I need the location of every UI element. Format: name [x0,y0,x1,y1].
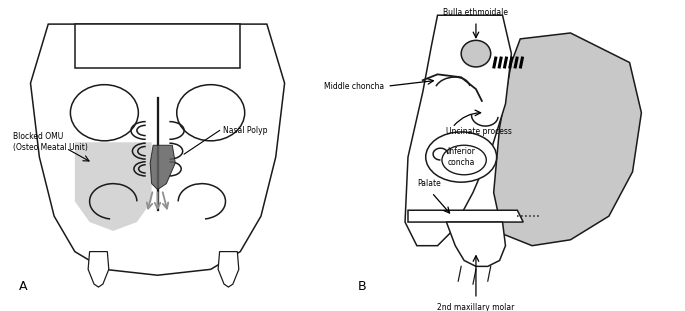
Polygon shape [405,15,512,246]
Polygon shape [494,33,641,246]
Polygon shape [408,210,523,222]
Ellipse shape [461,40,490,67]
Polygon shape [218,252,239,287]
Ellipse shape [71,85,138,141]
Text: Blocked OMU
(Osteo Meatal Unit): Blocked OMU (Osteo Meatal Unit) [13,132,88,152]
Polygon shape [75,142,151,231]
Polygon shape [88,252,109,287]
Ellipse shape [425,132,497,182]
Ellipse shape [177,85,245,141]
Text: Uncinate process: Uncinate process [447,128,512,137]
Text: Middle choncha: Middle choncha [324,82,384,91]
Text: Bulla ethmoidale: Bulla ethmoidale [443,8,508,17]
Text: Nasal Polyp: Nasal Polyp [223,126,267,135]
Polygon shape [31,24,284,275]
Polygon shape [447,222,506,266]
Text: B: B [358,280,366,293]
Text: Palate: Palate [416,179,440,188]
Ellipse shape [442,145,486,175]
Text: 2nd maxillary molar: 2nd maxillary molar [437,303,514,311]
Polygon shape [150,145,175,189]
Polygon shape [75,24,240,68]
Text: Inferior
concha: Inferior concha [447,147,475,167]
Text: A: A [18,280,27,293]
